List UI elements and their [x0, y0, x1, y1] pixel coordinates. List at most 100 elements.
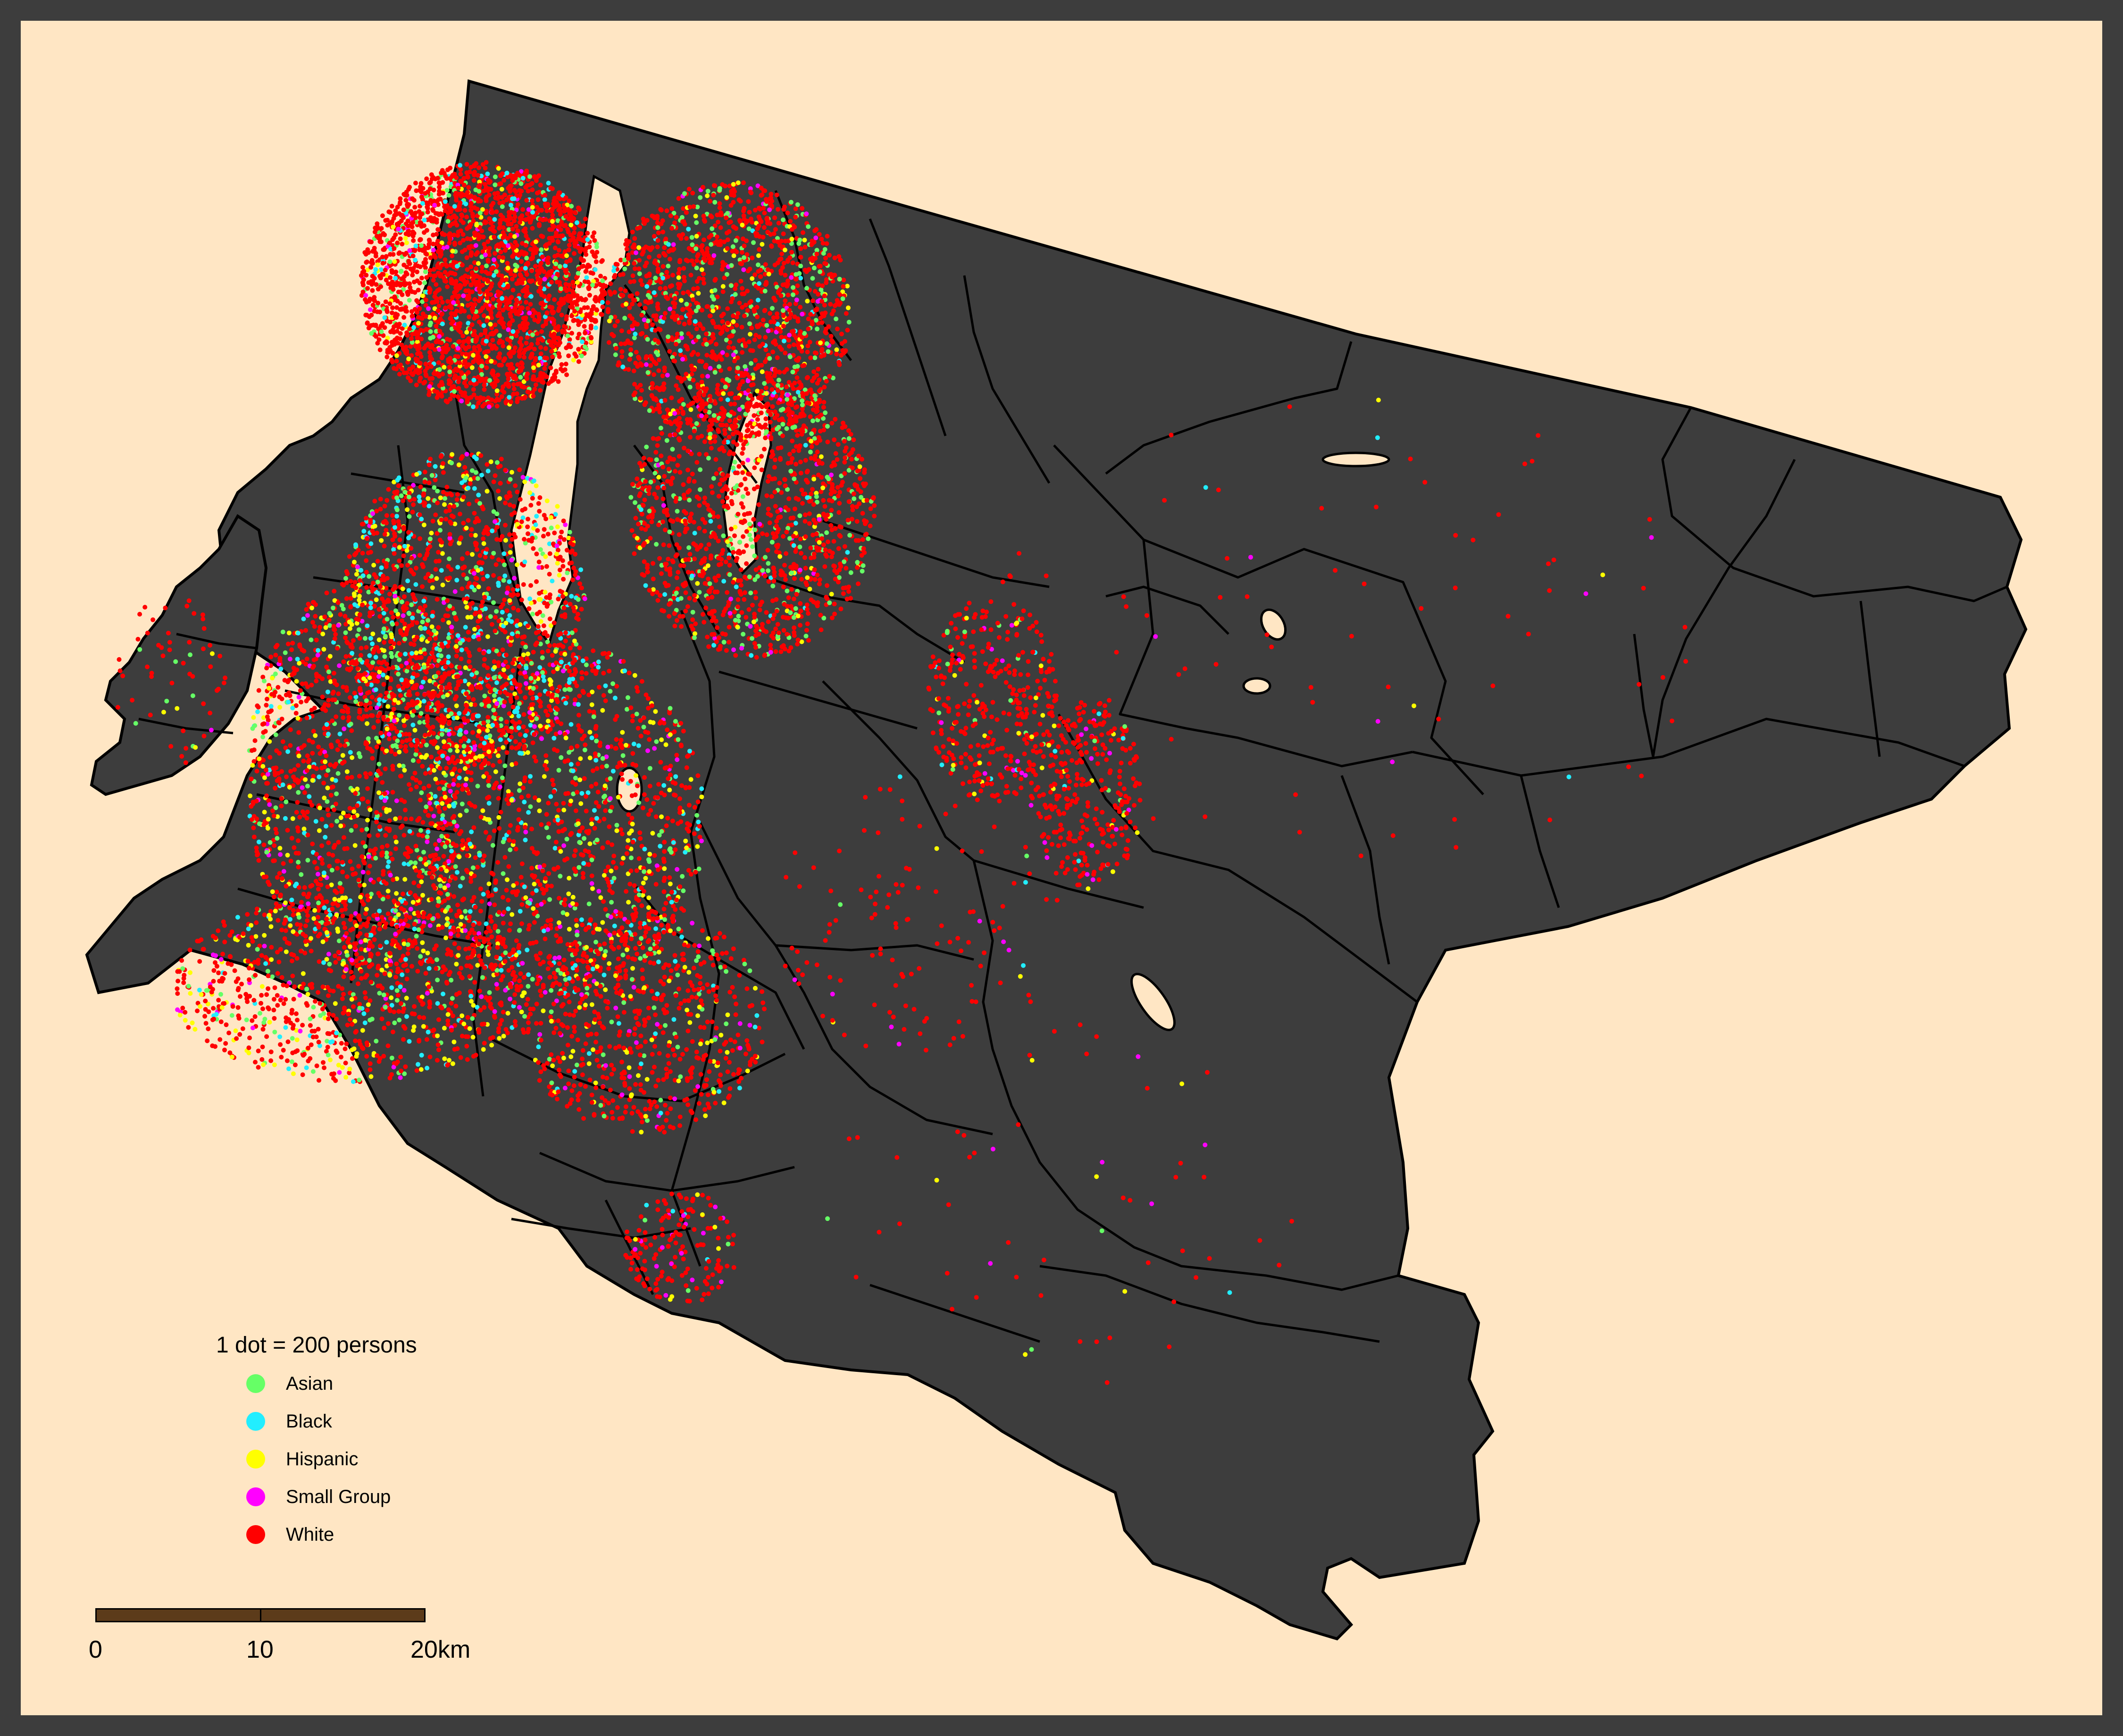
- population-dot: [450, 384, 455, 389]
- population-dot: [715, 386, 720, 392]
- population-dot: [623, 242, 628, 247]
- population-dot: [546, 297, 551, 302]
- population-dot: [524, 341, 529, 346]
- population-dot: [377, 236, 382, 241]
- population-dot: [705, 189, 710, 194]
- population-dot: [695, 547, 700, 552]
- population-dot: [709, 446, 714, 451]
- population-dot: [600, 300, 605, 305]
- population-dot: [809, 491, 814, 496]
- population-dot: [688, 401, 694, 407]
- population-dot: [517, 353, 522, 359]
- population-dot: [729, 300, 734, 304]
- population-dot: [805, 299, 810, 304]
- population-dot: [717, 364, 721, 369]
- population-dot: [756, 269, 761, 274]
- population-dot: [538, 351, 543, 356]
- population-dot: [458, 228, 463, 234]
- population-dot: [743, 439, 748, 444]
- population-dot: [790, 260, 795, 266]
- population-dot: [493, 182, 498, 187]
- population-dot: [413, 344, 418, 349]
- population-dot: [543, 217, 548, 222]
- population-dot: [466, 321, 471, 326]
- population-dot: [687, 320, 692, 326]
- population-dot: [362, 250, 368, 255]
- population-dot: [420, 299, 425, 304]
- population-dot: [710, 332, 716, 337]
- population-dot: [543, 318, 549, 323]
- population-dot: [406, 375, 410, 380]
- population-dot: [663, 286, 668, 291]
- population-dot: [368, 265, 374, 270]
- population-dot: [789, 250, 794, 255]
- population-dot: [543, 361, 548, 367]
- population-dot: [505, 362, 510, 367]
- population-dot: [414, 298, 419, 303]
- population-dot: [608, 281, 613, 286]
- population-dot: [584, 341, 588, 346]
- population-dot: [734, 323, 739, 328]
- population-dot: [736, 464, 742, 469]
- population-dot: [675, 375, 680, 380]
- population-dot: [483, 252, 488, 258]
- population-dot: [727, 563, 732, 568]
- population-dot: [394, 335, 400, 341]
- population-dot: [739, 646, 744, 651]
- population-dot: [447, 223, 452, 228]
- population-dot: [844, 566, 849, 571]
- population-dot: [644, 362, 649, 367]
- population-dot: [465, 296, 470, 301]
- population-dot: [479, 269, 485, 274]
- population-dot: [748, 537, 753, 542]
- population-dot: [791, 285, 795, 290]
- population-dot: [668, 213, 673, 218]
- population-dot: [647, 295, 652, 300]
- population-dot: [805, 495, 810, 500]
- population-dot: [757, 334, 762, 340]
- population-dot: [552, 245, 558, 250]
- population-dot: [510, 196, 515, 201]
- population-dot: [543, 346, 548, 351]
- population-dot: [697, 321, 702, 326]
- population-dot: [812, 228, 818, 234]
- population-dot: [487, 246, 492, 251]
- population-dot: [710, 490, 715, 495]
- population-dot: [547, 236, 552, 241]
- population-dot: [429, 218, 434, 224]
- population-dot: [438, 296, 443, 300]
- population-dot: [811, 375, 817, 380]
- population-dot: [742, 597, 747, 602]
- population-dot: [506, 345, 511, 350]
- population-dot: [518, 181, 524, 186]
- population-dot: [775, 509, 780, 514]
- population-dot: [373, 267, 378, 272]
- population-dot: [584, 314, 589, 319]
- population-dot: [501, 343, 506, 349]
- population-dot: [501, 358, 506, 363]
- population-dot: [631, 368, 636, 374]
- population-dot: [739, 250, 744, 255]
- population-dot: [749, 361, 753, 366]
- population-dot: [806, 316, 811, 321]
- population-dot: [401, 207, 406, 212]
- population-dot: [771, 231, 777, 236]
- population-dot: [798, 623, 802, 628]
- population-dot: [576, 271, 581, 276]
- population-dot: [459, 399, 464, 404]
- population-dot: [472, 164, 477, 169]
- population-dot: [727, 366, 732, 371]
- population-dot: [431, 247, 436, 252]
- population-dot: [676, 428, 681, 433]
- map-canvas[interactable]: [21, 21, 2102, 1715]
- population-dot: [814, 441, 819, 446]
- population-dot: [737, 338, 742, 343]
- population-dot: [413, 258, 418, 263]
- population-dot: [811, 298, 816, 303]
- population-dot: [431, 267, 436, 272]
- population-dot: [463, 351, 468, 357]
- population-dot: [682, 191, 687, 196]
- population-dot: [784, 384, 789, 390]
- population-dot: [836, 546, 841, 551]
- population-dot: [795, 283, 800, 288]
